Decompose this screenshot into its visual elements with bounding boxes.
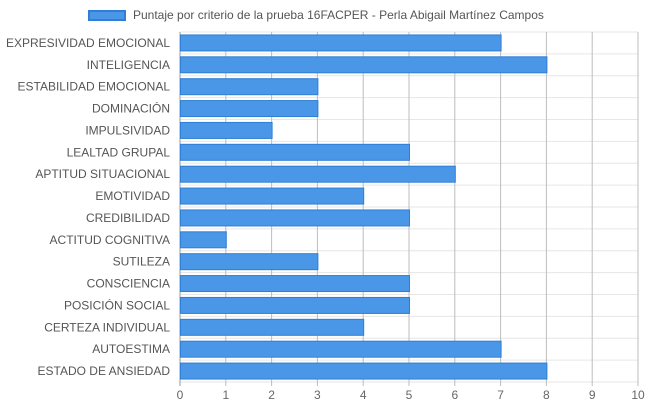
legend-swatch: [88, 9, 126, 21]
y-tick-label: AUTOESTIMA: [92, 342, 170, 356]
bar[interactable]: [180, 209, 410, 227]
bar[interactable]: [180, 318, 365, 336]
y-tick-label: APTITUD SITUACIONAL: [35, 167, 170, 181]
y-tick-label: CERTEZA INDIVIDUAL: [44, 320, 170, 334]
y-tick-label: POSICIÓN SOCIAL: [64, 297, 170, 312]
y-tick-label: SUTILEZA: [113, 255, 170, 269]
x-tick-label: 7: [497, 388, 504, 402]
bar[interactable]: [180, 231, 227, 249]
y-tick-label: ESTABILIDAD EMOCIONAL: [18, 80, 171, 94]
bar[interactable]: [180, 340, 502, 358]
bar[interactable]: [180, 362, 548, 380]
x-tick-label: 4: [360, 388, 367, 402]
bar[interactable]: [180, 34, 502, 52]
grid-lines: [179, 31, 639, 386]
bar[interactable]: [180, 165, 456, 183]
y-tick-label: EMOTIVIDAD: [95, 189, 170, 203]
x-tick-label: 10: [631, 388, 645, 402]
x-tick-label: 6: [451, 388, 458, 402]
y-tick-label: ACTITUD COGNITIVA: [50, 233, 170, 247]
x-tick-label: 8: [543, 388, 550, 402]
x-tick-label: 3: [314, 388, 321, 402]
bar[interactable]: [180, 121, 273, 139]
y-tick-label: CREDIBILIDAD: [86, 211, 170, 225]
y-tick-label: IMPULSIVIDAD: [85, 123, 170, 137]
x-tick-label: 2: [268, 388, 275, 402]
chart-legend[interactable]: Puntaje por criterio de la prueba 16FACP…: [88, 6, 544, 24]
bar[interactable]: [180, 253, 319, 271]
y-tick-label: DOMINACIÓN: [92, 101, 170, 116]
x-tick-label: 0: [177, 388, 184, 402]
x-tick-label: 9: [589, 388, 596, 402]
bar[interactable]: [180, 143, 410, 161]
y-tick-label: ESTADO DE ANSIEDAD: [38, 364, 171, 378]
bars: [180, 34, 548, 380]
legend-label: Puntaje por criterio de la prueba 16FACP…: [133, 8, 544, 22]
x-tick-label: 5: [406, 388, 413, 402]
bar[interactable]: [180, 296, 410, 314]
bar[interactable]: [180, 187, 365, 205]
y-tick-label: LEALTAD GRUPAL: [67, 145, 171, 159]
y-axis-labels: EXPRESIVIDAD EMOCIONAL INTELIGENCIA ESTABI…: [6, 36, 170, 378]
x-tick-label: 1: [222, 388, 229, 402]
bar[interactable]: [180, 56, 548, 74]
y-tick-label: EXPRESIVIDAD EMOCIONAL: [6, 36, 170, 50]
x-axis-labels: 0 1 2 3 4 5 6 7 8 9 10: [177, 388, 645, 402]
bar[interactable]: [180, 275, 410, 293]
y-tick-label: INTELIGENCIA: [87, 58, 170, 72]
bar[interactable]: [180, 100, 319, 118]
y-tick-label: CONSCIENCIA: [87, 277, 170, 291]
bar[interactable]: [180, 78, 319, 96]
